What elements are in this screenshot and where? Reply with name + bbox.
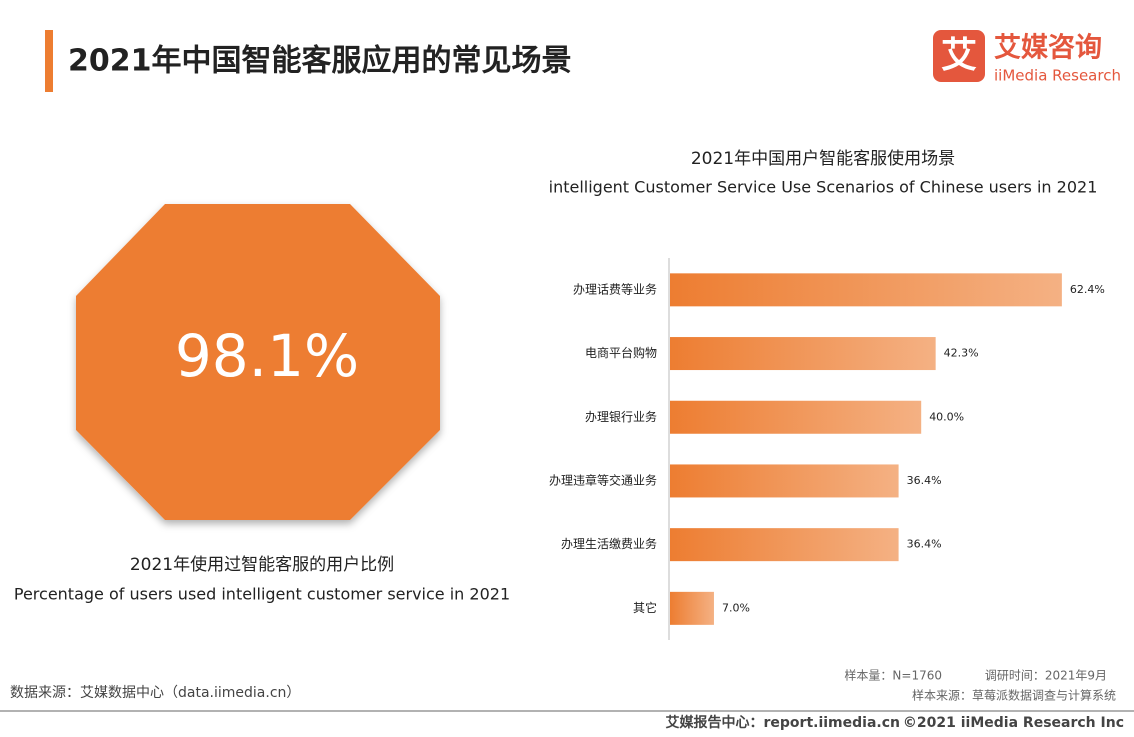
page-title: 2021年中国智能客服应用的常见场景 [68, 44, 572, 79]
highlight-octagon [76, 204, 440, 520]
chart-title: 2021年中国用户智能客服使用场景 [691, 148, 955, 169]
category-label: 电商平台购物 [585, 345, 657, 360]
value-label: 62.4% [1070, 283, 1105, 296]
highlight-value: 98.1% [175, 322, 359, 390]
bar [670, 273, 1062, 307]
logo-icon: 艾 [941, 35, 977, 76]
category-label: 办理话费等业务 [573, 281, 657, 296]
highlight-caption: 2021年使用过智能客服的用户比例 [130, 554, 394, 575]
value-label: 36.4% [907, 538, 942, 551]
category-label: 其它 [633, 600, 657, 615]
category-label: 办理违章等交通业务 [549, 472, 657, 487]
title-accent [45, 30, 53, 92]
value-label: 40.0% [929, 410, 964, 423]
footer-source: 数据来源：艾媒数据中心（data.iimedia.cn） [10, 685, 300, 701]
bar [670, 528, 899, 562]
bar [670, 400, 922, 434]
value-label: 42.3% [944, 347, 979, 360]
bars: 办理话费等业务 62.4% 电商平台购物 42.3% 办理银行业务 40.0% 办理违章等交… [549, 273, 1105, 625]
chart-subtitle: intelligent Customer Service Use Scenari… [549, 178, 1098, 197]
logo-name-en: iiMedia Research [994, 67, 1121, 85]
footer-sample: 样本量：N=1760 [844, 668, 942, 683]
footer-survey-time: 调研时间：2021年9月 [985, 669, 1107, 683]
footer-report-center: 艾媒报告中心：report.iimedia.cn [666, 714, 901, 731]
logo-icon-bg [933, 30, 985, 82]
highlight-caption-en: Percentage of users used intelligent cus… [14, 585, 510, 604]
footer-sample-source: 样本来源：草莓派数据调查与计算系统 [912, 688, 1116, 703]
footer-copyright: ©2021 iiMedia Research Inc [903, 715, 1124, 731]
logo-name: 艾媒咨询 [994, 32, 1102, 64]
value-label: 36.4% [907, 474, 942, 487]
category-label: 办理银行业务 [585, 409, 657, 424]
bar [670, 591, 714, 625]
bar [670, 464, 899, 498]
category-label: 办理生活缴费业务 [561, 536, 657, 551]
bar [670, 337, 936, 371]
value-label: 7.0% [722, 601, 750, 614]
